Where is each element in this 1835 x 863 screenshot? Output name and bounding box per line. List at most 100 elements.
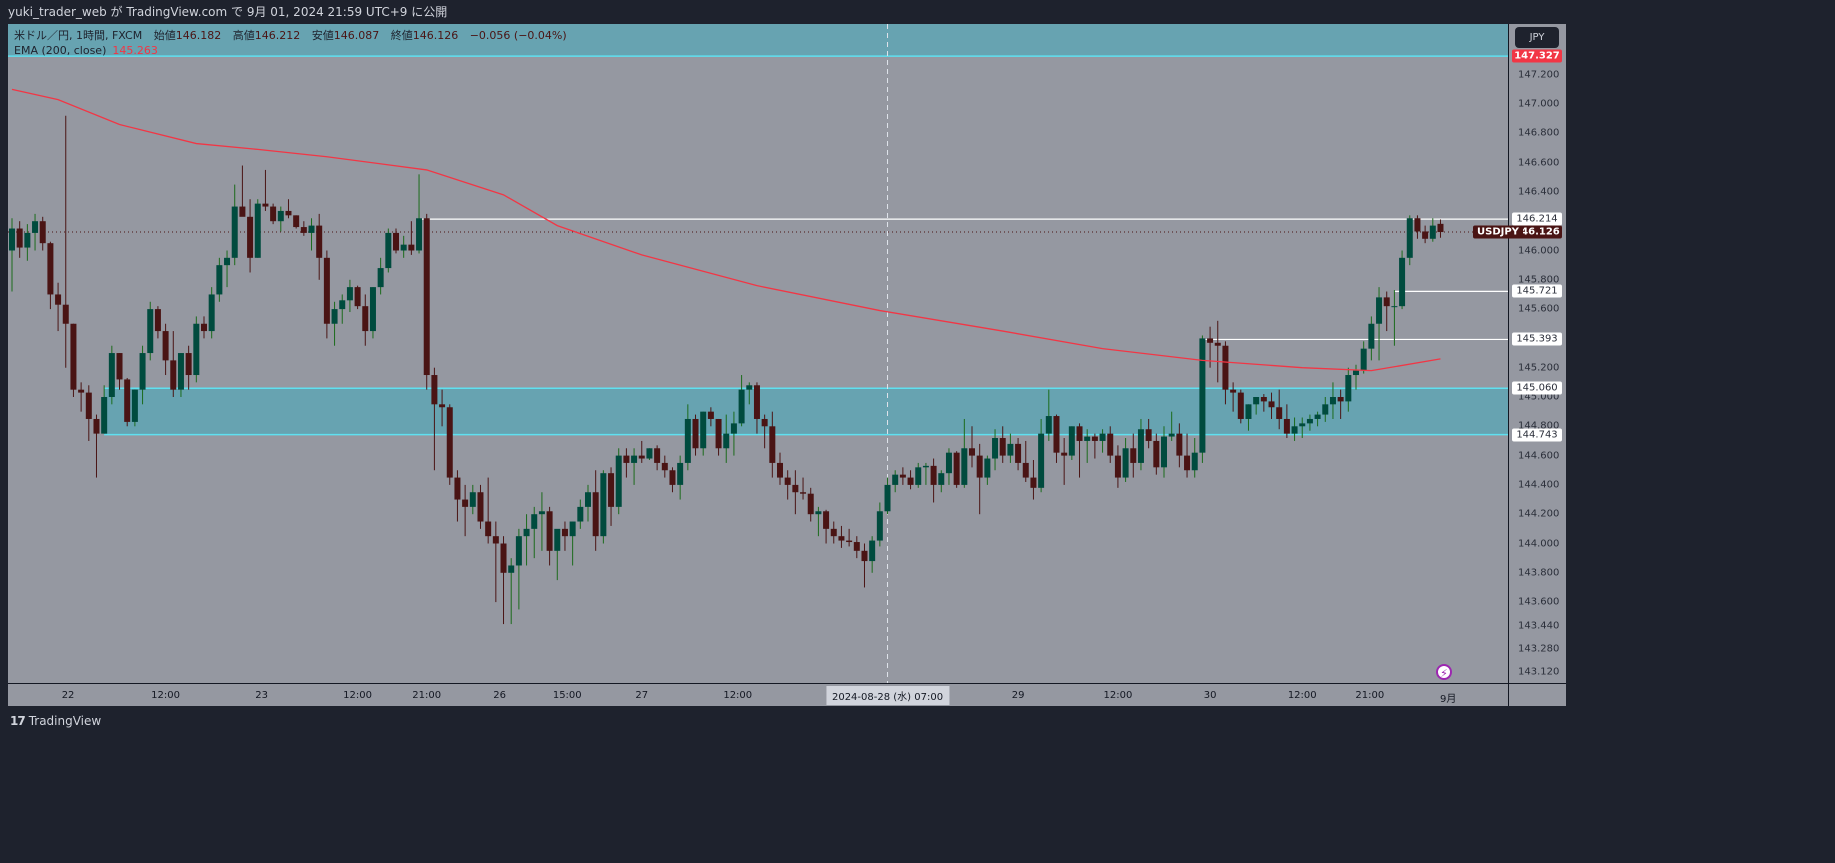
price-plot[interactable] [8,24,1508,683]
time-tick: 27 [635,690,649,701]
price-tick: 146.000 [1518,245,1560,256]
candle-body-128 [992,438,999,459]
candle-body-56 [439,404,446,408]
candle-body-46 [362,306,369,332]
time-tick: 12:00 [1103,690,1133,701]
candle-body-15 [124,379,131,422]
candle-body-114 [884,484,891,512]
candle-body-153 [1184,455,1191,471]
candle-body-8 [70,323,77,390]
high-value: 146.212 [254,29,301,42]
candle-body-177 [1368,323,1375,349]
chart-legend: 米ドル／円, 1時間, FXCM 始値146.182 高値146.212 安値1… [14,28,575,58]
candle-body-62 [485,521,492,537]
candle-body-170 [1314,414,1321,419]
candle-body-178 [1376,297,1383,324]
price-tick: 143.600 [1518,596,1560,608]
candle-body-154 [1191,452,1198,471]
price-tick: 145.000 [1518,391,1560,403]
high-label: 高値 [232,29,255,42]
candle-body-186 [1437,223,1444,233]
zone-rect-1 [8,24,1508,57]
currency-button[interactable]: JPY [1515,27,1559,48]
candle-body-91 [707,411,714,419]
price-label-145.721: 145.721 [1512,284,1562,298]
symbol-tag: USDJPY [1473,225,1523,239]
candle-body-168 [1299,423,1306,427]
price-tick: 146.600 [1518,157,1560,169]
candle-body-142 [1099,433,1106,441]
candle-body-100 [777,462,783,478]
candle-body-107 [830,528,837,537]
candle-body-61 [477,492,484,522]
candle-body-53 [416,218,423,251]
candle-body-160 [1237,392,1244,419]
candle-body-126 [976,455,983,478]
symbol-title[interactable]: 米ドル／円, 1時間, FXCM [14,29,143,42]
candle-body-31 [247,216,254,258]
candle-body-110 [853,542,860,551]
price-tick: 144.400 [1518,479,1560,491]
price-tick: 144.600 [1518,450,1560,462]
candle-body-138 [1068,426,1075,456]
candle-body-25 [201,323,207,332]
candle-body-26 [208,294,215,332]
candle-body-181 [1399,257,1406,307]
candle-body-117 [907,477,914,485]
candle-body-96 [746,385,753,390]
time-tick: 23 [255,690,268,701]
open-value: 146.182 [175,29,222,42]
candle-body-109 [846,540,853,543]
time-axis[interactable] [8,683,1508,706]
candle-body-58 [454,477,461,500]
candle-body-38 [300,227,307,233]
candle-body-173 [1337,397,1344,402]
candle-body-112 [869,540,876,562]
candle-body-132 [1022,462,1029,478]
candle-body-85 [661,462,668,471]
lightning-event-icon[interactable]: ⚡ [1436,664,1452,680]
candle-body-161 [1245,404,1252,419]
time-tick: 26 [493,690,507,701]
candle-body-1 [16,228,23,248]
candle-body-122 [945,452,952,474]
candle-body-60 [469,492,476,507]
time-tick: 21:00 [1355,690,1385,701]
tradingview-logo[interactable]: 𝟭𝟳 TradingView [10,714,101,728]
candle-body-127 [984,458,991,478]
candle-body-79 [615,455,622,507]
candle-body-17 [139,353,146,390]
candle-body-87 [677,462,684,485]
candle-body-18 [147,309,154,354]
candle-body-0 [9,228,15,251]
candle-body-30 [239,206,246,217]
candle-body-166 [1283,418,1290,434]
candle-body-63 [492,536,499,544]
candle-body-33 [262,203,269,207]
candle-body-36 [285,210,292,216]
candle-body-37 [293,215,300,228]
candle-body-27 [216,265,223,295]
price-tick: 144.800 [1518,420,1560,432]
candle-body-74 [577,506,584,522]
candle-body-152 [1176,433,1183,456]
candle-body-5 [47,243,54,295]
price-tick: 146.400 [1518,186,1560,198]
ema-legend[interactable]: EMA (200, close) 145.263 [14,43,575,58]
candle-body-146 [1130,448,1137,463]
candle-body-144 [1114,455,1121,478]
price-axis[interactable] [1508,24,1566,705]
zone-rect-0 [104,388,1508,435]
candle-body-174 [1345,375,1352,402]
chart-pane[interactable] [8,24,1508,683]
price-label-146.126: 146.126 [1512,225,1562,239]
candle-body-16 [131,389,138,422]
candle-body-29 [231,206,238,258]
candle-body-145 [1122,448,1129,478]
candle-body-115 [892,474,899,485]
time-tick: 21:00 [412,690,442,701]
candle-body-165 [1276,407,1283,419]
candle-body-11 [93,418,100,434]
candle-body-42 [331,309,338,324]
candle-body-51 [400,244,407,251]
